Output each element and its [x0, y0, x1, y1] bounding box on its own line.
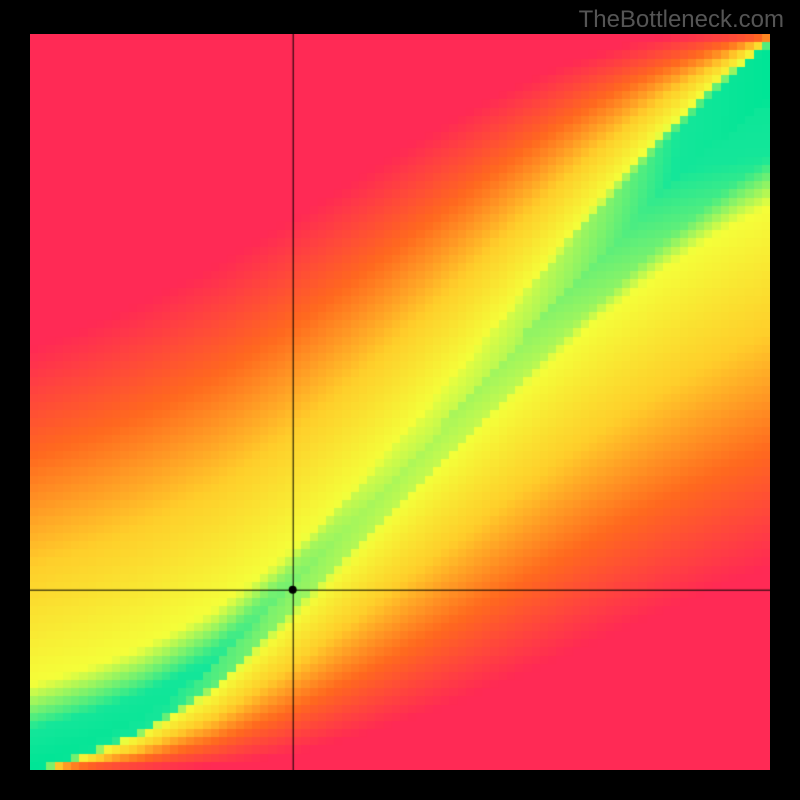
chart-container: TheBottleneck.com	[0, 0, 800, 800]
watermark-text: TheBottleneck.com	[579, 6, 784, 34]
heatmap-canvas	[30, 34, 770, 770]
heatmap-plot	[30, 34, 770, 770]
